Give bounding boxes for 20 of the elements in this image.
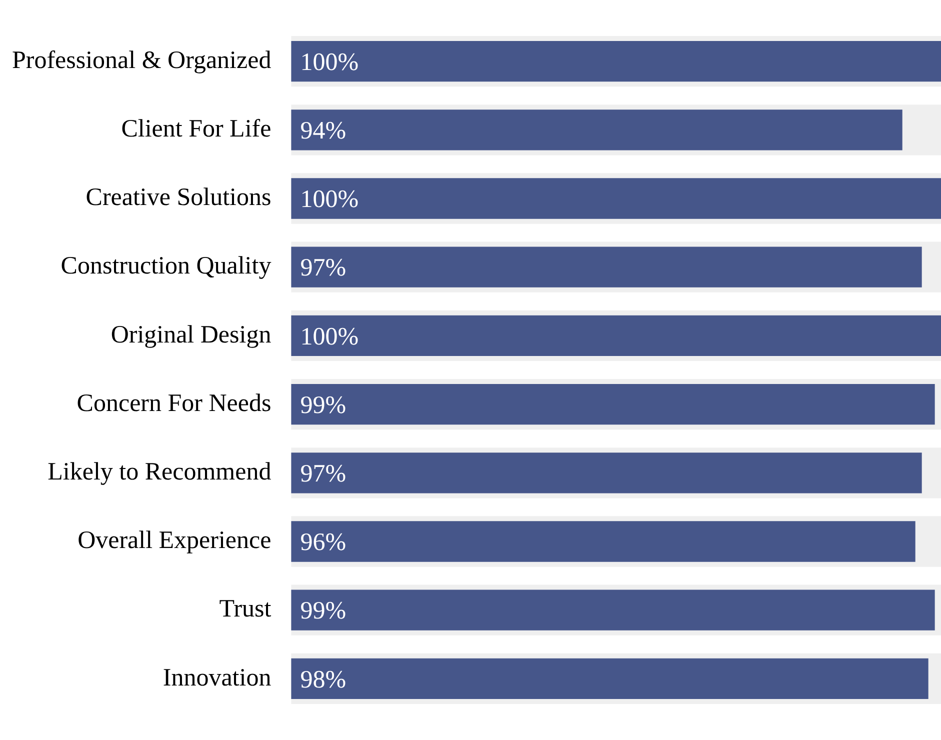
y-tick-label: Construction Quality [60,252,272,280]
data-label: 96% [300,529,346,556]
data-label: 99% [300,392,346,419]
data-label: 99% [300,598,346,625]
y-tick-label: Innovation [162,664,272,692]
data-label: 100% [300,186,359,214]
y-tick-label: Creative Solutions [86,184,272,212]
y-tick-label: Original Design [110,321,272,348]
y-tick-label: Likely to Recommend [48,458,272,486]
y-tick-label: Concern For Needs [76,390,272,417]
y-tick-label: Client For Life [121,115,272,142]
data-label: 94% [300,117,346,144]
y-tick-label: Professional & Organized [12,46,272,74]
data-label: 100% [300,323,359,350]
data-label: 98% [300,666,346,694]
data-label: 97% [300,460,346,488]
data-label: 100% [300,48,359,76]
data-label: 97% [300,254,346,282]
y-tick-label: Overall Experience [78,527,272,554]
y-tick-label: Trust [219,596,272,623]
